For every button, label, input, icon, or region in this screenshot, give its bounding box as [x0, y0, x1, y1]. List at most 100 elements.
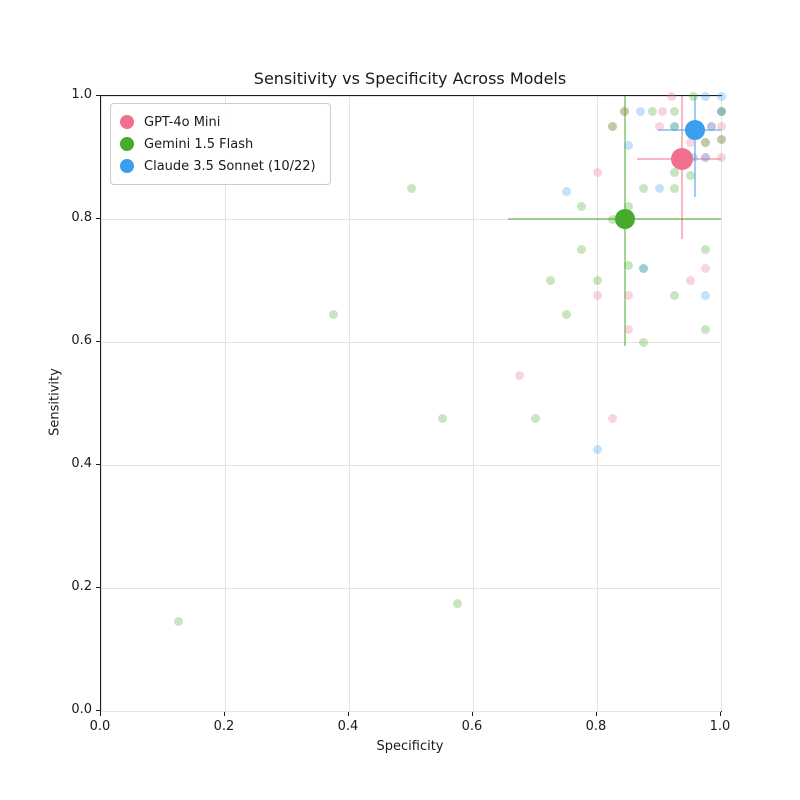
gridline	[100, 96, 102, 711]
data-point	[666, 91, 676, 101]
data-point	[577, 202, 586, 212]
data-point	[654, 183, 664, 193]
legend-label: Claude 3.5 Sonnet (10/22)	[144, 158, 316, 174]
gridline	[101, 218, 721, 220]
legend-swatch-icon	[120, 115, 134, 129]
x-axis-label: Specificity	[376, 739, 444, 754]
y-tick-mark	[96, 218, 100, 219]
data-point	[561, 309, 571, 319]
gridline	[101, 95, 721, 97]
data-point	[685, 276, 695, 285]
data-point	[608, 414, 617, 424]
data-point	[592, 291, 602, 301]
legend-swatch-icon	[120, 137, 134, 151]
legend-label: Gemini 1.5 Flash	[144, 136, 254, 152]
data-point	[685, 171, 695, 181]
mean-point	[614, 209, 635, 229]
mean-point	[684, 119, 705, 140]
gridline	[472, 96, 474, 711]
x-tick-label: 0.0	[89, 719, 111, 734]
data-point	[623, 325, 633, 335]
data-point	[707, 122, 717, 132]
data-point	[716, 122, 726, 132]
y-tick-label: 0.6	[71, 333, 92, 348]
y-tick-label: 0.2	[71, 579, 92, 594]
y-tick-mark	[96, 341, 100, 342]
data-point	[648, 106, 658, 116]
legend-item: Gemini 1.5 Flash	[120, 133, 316, 155]
data-point	[670, 122, 679, 132]
legend: GPT-4o Mini Gemini 1.5 Flash Claude 3.5 So…	[110, 103, 331, 185]
data-point	[716, 153, 726, 162]
data-point	[530, 414, 540, 424]
data-point	[437, 414, 447, 424]
data-point	[716, 134, 726, 144]
data-point	[174, 617, 183, 627]
y-tick-mark	[96, 464, 100, 465]
data-point	[639, 263, 648, 273]
x-tick-mark	[472, 712, 473, 716]
data-point	[670, 183, 679, 193]
data-point	[670, 291, 679, 301]
gridline	[101, 341, 721, 343]
x-tick-mark	[100, 712, 101, 716]
x-tick-label: 1.0	[709, 719, 731, 734]
y-tick-label: 1.0	[71, 87, 92, 102]
data-point	[639, 183, 648, 193]
data-point	[577, 245, 586, 255]
y-tick-label: 0.0	[71, 702, 92, 717]
legend-swatch-icon	[120, 159, 134, 173]
data-point	[608, 122, 617, 132]
x-tick-label: 0.6	[461, 719, 483, 734]
data-point	[623, 202, 633, 212]
gridline	[101, 710, 721, 712]
y-tick-mark	[96, 587, 100, 588]
data-point	[623, 260, 633, 270]
data-point	[608, 214, 617, 224]
data-point	[701, 137, 710, 147]
error-bar-horizontal	[507, 218, 721, 220]
data-point	[701, 91, 710, 101]
x-tick-label: 0.2	[213, 719, 235, 734]
data-point	[657, 106, 667, 116]
data-point	[701, 137, 710, 147]
gridline	[720, 96, 722, 711]
data-point	[701, 153, 710, 162]
data-point	[639, 337, 648, 347]
x-tick-mark	[224, 712, 225, 716]
data-point	[608, 122, 617, 132]
chart-title: Sensitivity vs Specificity Across Models	[253, 69, 567, 88]
x-tick-mark	[348, 712, 349, 716]
y-tick-mark	[96, 95, 100, 96]
data-point	[701, 263, 710, 273]
data-point	[546, 276, 555, 285]
data-point	[670, 106, 679, 116]
data-point	[701, 245, 710, 255]
legend-label: GPT-4o Mini	[144, 114, 221, 130]
data-point	[716, 134, 726, 144]
gridline	[224, 96, 226, 711]
data-point	[670, 168, 679, 178]
data-point	[701, 153, 710, 162]
y-tick-label: 0.8	[71, 210, 92, 225]
gridline	[348, 96, 350, 711]
data-point	[406, 183, 416, 193]
data-point	[620, 106, 630, 116]
x-tick-mark	[596, 712, 597, 716]
data-point	[592, 445, 602, 455]
data-point	[620, 106, 630, 116]
x-tick-label: 0.8	[585, 719, 607, 734]
data-point	[453, 598, 462, 608]
y-tick-mark	[96, 710, 100, 711]
gridline	[101, 587, 721, 589]
data-point	[329, 309, 338, 319]
mean-point	[670, 147, 693, 170]
data-point	[654, 122, 664, 132]
data-point	[716, 106, 726, 116]
data-point	[515, 371, 524, 381]
data-point	[592, 168, 602, 178]
data-point	[688, 91, 698, 101]
legend-item: Claude 3.5 Sonnet (10/22)	[120, 155, 316, 177]
data-point	[716, 106, 726, 116]
